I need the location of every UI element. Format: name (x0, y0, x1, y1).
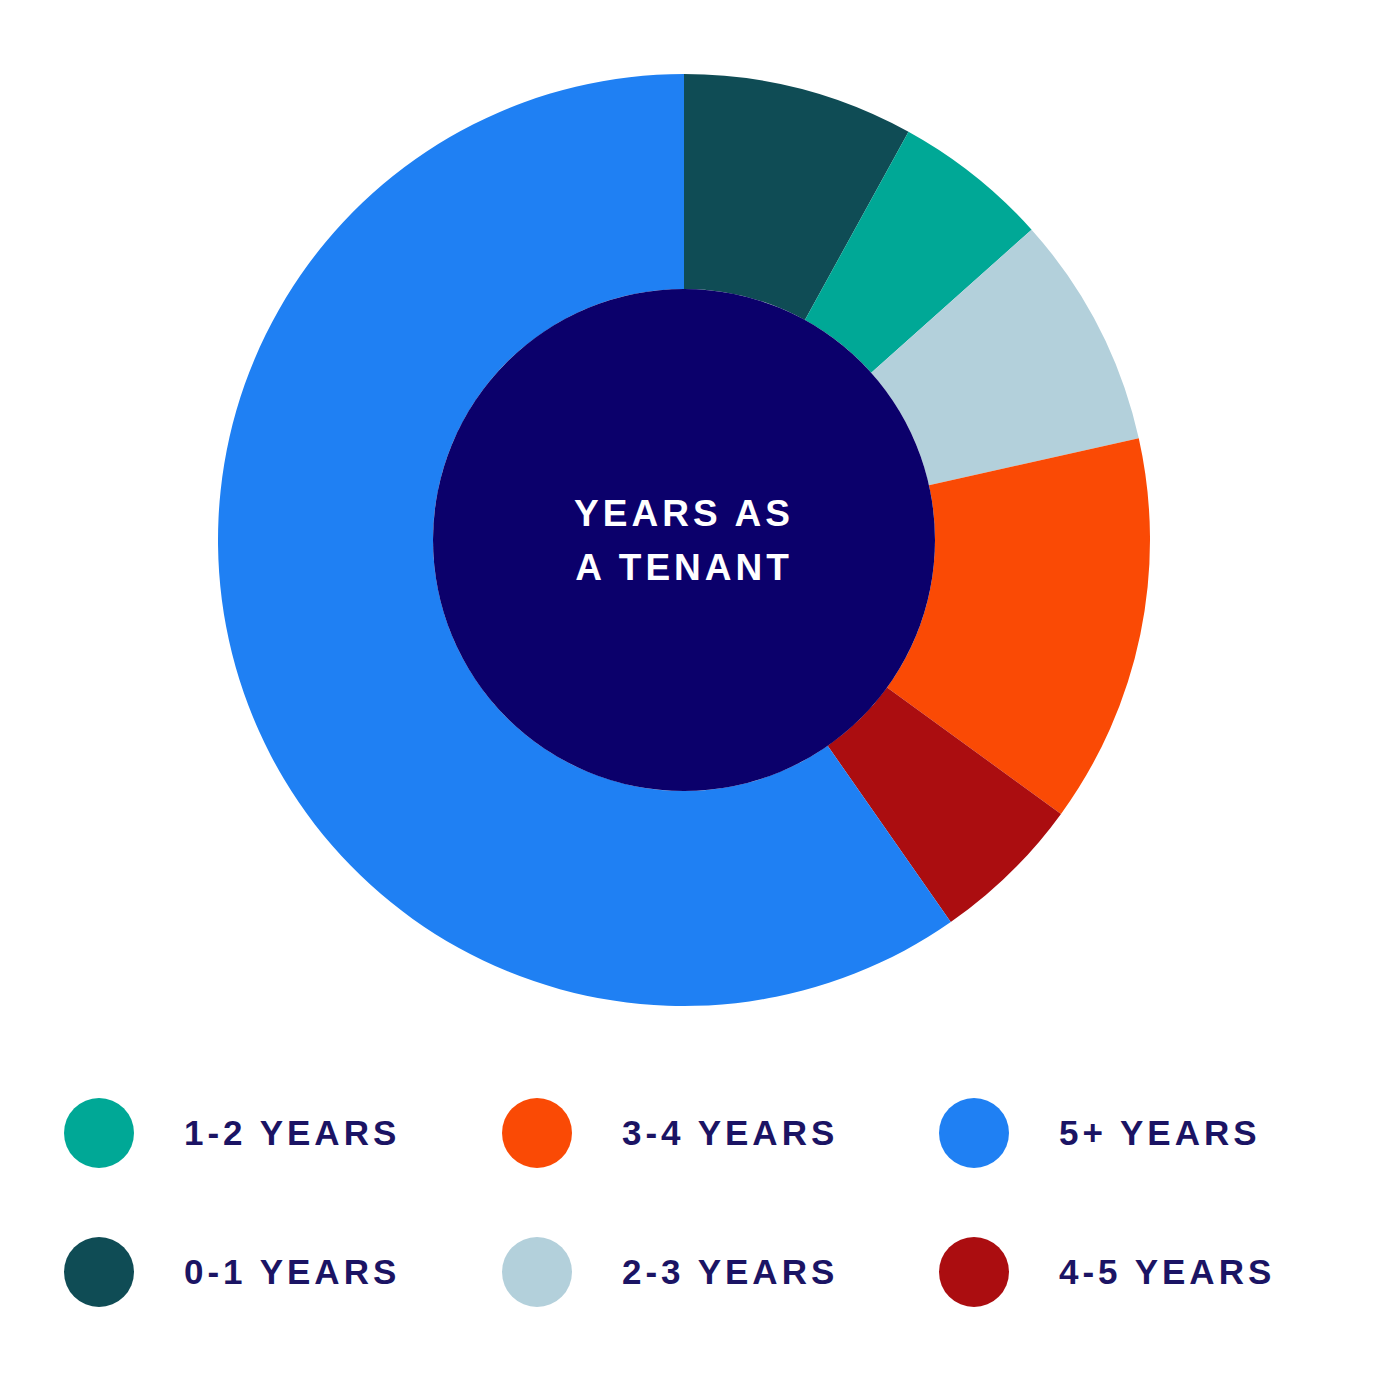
html-text:2-3 YEARS: 2-3 YEARS (622, 1252, 839, 1291)
svg-text:A TENANT: A TENANT (575, 547, 793, 588)
svg-text:YEARS AS: YEARS AS (574, 493, 794, 534)
html-text:3-4 YEARS: 3-4 YEARS (622, 1113, 839, 1152)
html-text:5+ YEARS: 5+ YEARS (1059, 1113, 1261, 1152)
html-text:4-5 YEARS: 4-5 YEARS (1059, 1252, 1276, 1291)
html-text:0-1 YEARS: 0-1 YEARS (184, 1252, 401, 1291)
html-text:1-2 YEARS: 1-2 YEARS (184, 1113, 401, 1152)
